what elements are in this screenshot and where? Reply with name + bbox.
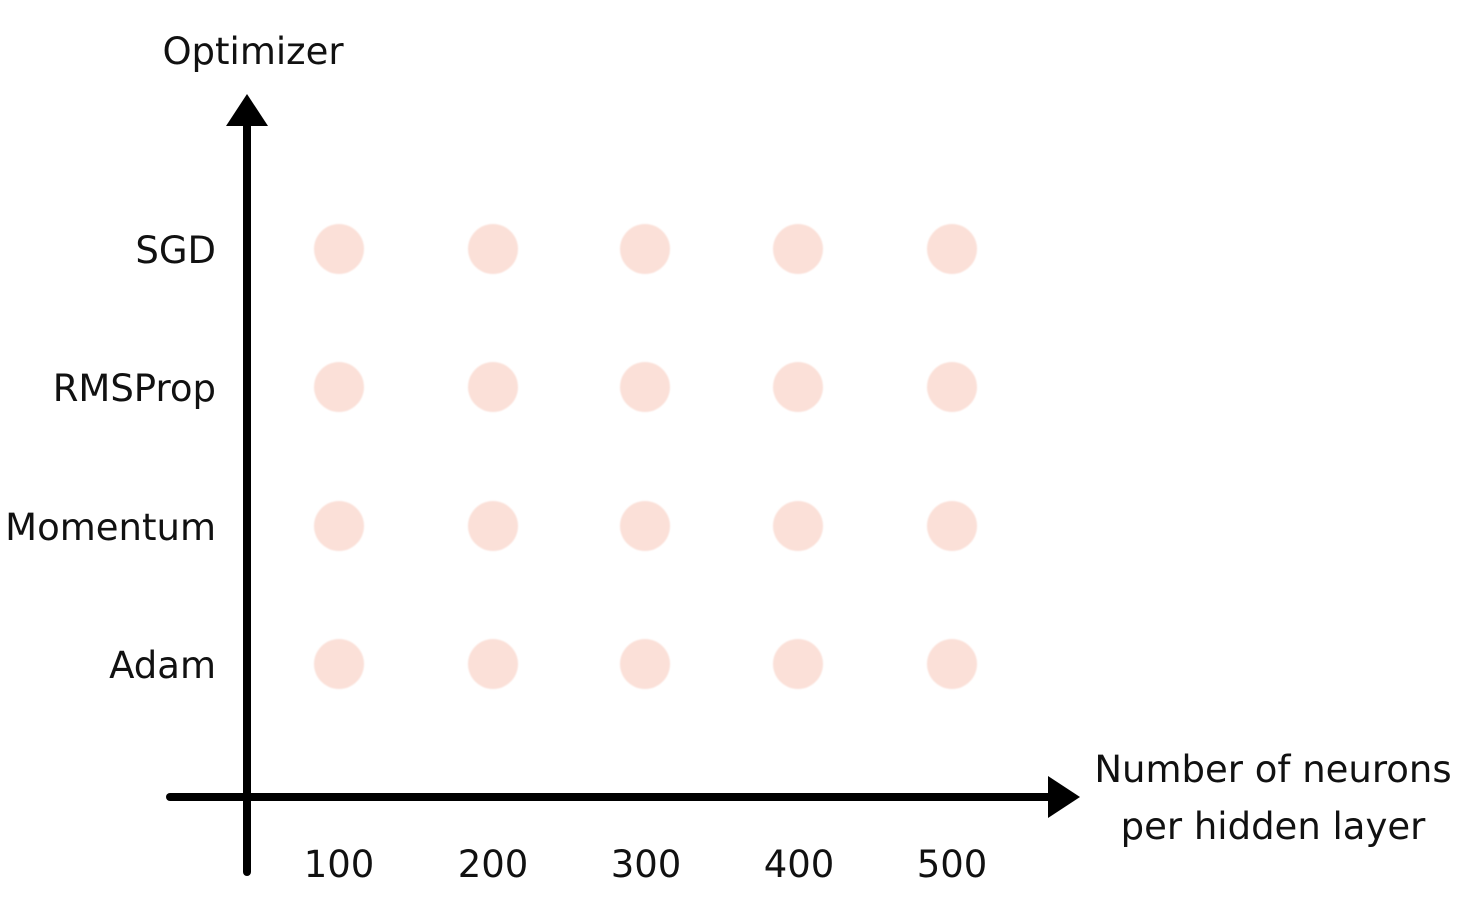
point-adam-100 xyxy=(314,639,364,689)
x-tick-label-400: 400 xyxy=(764,843,835,886)
x-tick-label-300: 300 xyxy=(611,843,682,886)
x-axis-arrowhead xyxy=(1048,776,1080,818)
point-adam-200 xyxy=(468,639,518,689)
x-axis-title-line-2: per hidden layer xyxy=(1121,805,1427,848)
point-rmsprop-200 xyxy=(468,362,518,412)
point-sgd-100 xyxy=(314,224,364,274)
point-adam-500 xyxy=(927,639,977,689)
point-rmsprop-500 xyxy=(927,362,977,412)
x-axis-title-line-1: Number of neurons xyxy=(1094,748,1451,791)
point-sgd-300 xyxy=(620,224,670,274)
point-rmsprop-100 xyxy=(314,362,364,412)
y-axis-arrowhead xyxy=(226,94,268,126)
y-tick-label-sgd: SGD xyxy=(135,229,216,272)
point-rmsprop-400 xyxy=(773,362,823,412)
y-tick-label-momentum: Momentum xyxy=(5,506,216,549)
y-tick-label-rmsprop: RMSProp xyxy=(53,367,216,410)
data-points xyxy=(314,224,977,689)
point-adam-300 xyxy=(620,639,670,689)
point-sgd-400 xyxy=(773,224,823,274)
point-sgd-500 xyxy=(927,224,977,274)
point-adam-400 xyxy=(773,639,823,689)
point-momentum-100 xyxy=(314,501,364,551)
point-momentum-200 xyxy=(468,501,518,551)
point-momentum-300 xyxy=(620,501,670,551)
point-momentum-400 xyxy=(773,501,823,551)
point-sgd-200 xyxy=(468,224,518,274)
x-tick-label-500: 500 xyxy=(917,843,988,886)
x-tick-label-100: 100 xyxy=(304,843,375,886)
point-rmsprop-300 xyxy=(620,362,670,412)
y-axis-title: Optimizer xyxy=(162,30,344,73)
x-tick-label-200: 200 xyxy=(458,843,529,886)
y-tick-label-adam: Adam xyxy=(109,644,216,687)
point-momentum-500 xyxy=(927,501,977,551)
